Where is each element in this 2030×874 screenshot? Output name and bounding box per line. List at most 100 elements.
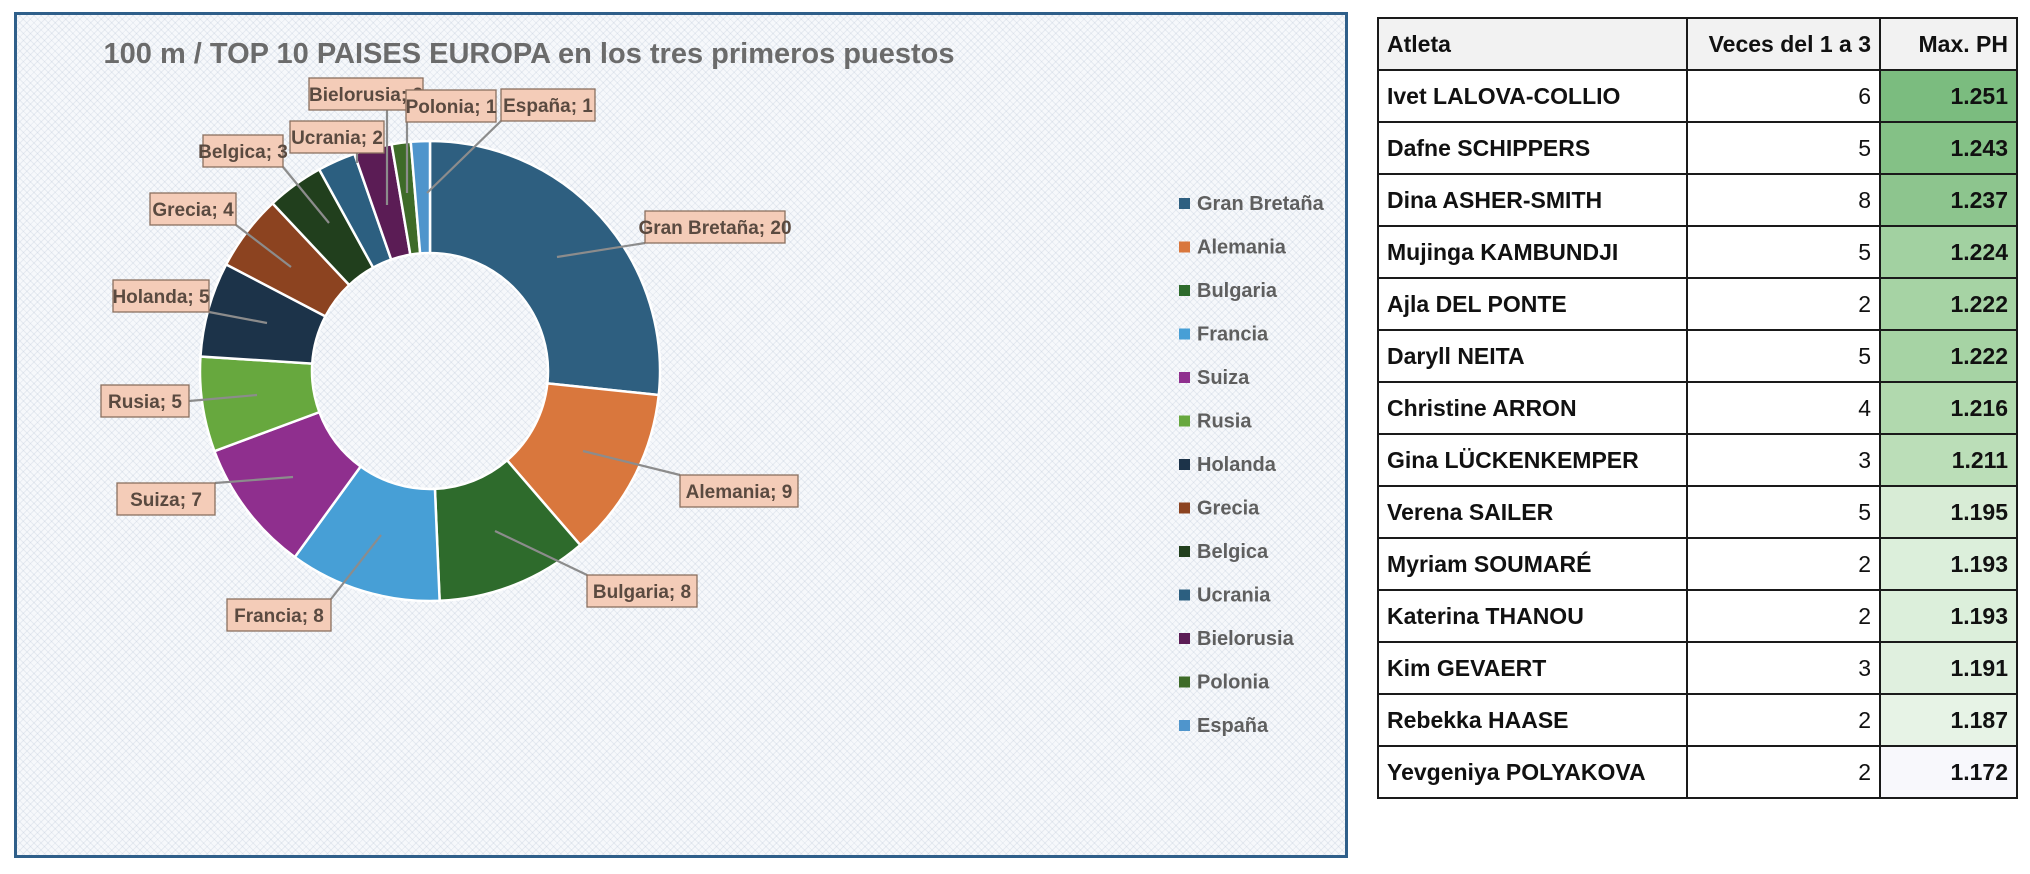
table-row: Rebekka HAASE 2 1.187 [1377, 693, 2018, 747]
slice-gran-bretana [428, 139, 662, 397]
times-top3: 2 [1686, 589, 1881, 643]
data-label-box-alemania [679, 474, 799, 508]
legend-item-holanda: Holanda [1197, 454, 1277, 476]
legend-item-suiza: Suiza [1197, 367, 1250, 389]
legend-swatch-rusia [1179, 415, 1190, 427]
max-ph: 1.195 [1879, 485, 2018, 539]
leader-line-belgica [282, 166, 330, 224]
header-max-ph: Max. PH [1879, 17, 2018, 71]
legend-swatch-suiza [1179, 372, 1190, 383]
athlete-name: Dafne SCHIPPERS [1377, 121, 1688, 175]
data-label-box-gran-bretana [644, 210, 786, 244]
max-ph: 1.222 [1879, 277, 2018, 331]
max-ph: 1.216 [1879, 381, 2018, 435]
data-label-box-rusia [100, 384, 190, 418]
data-label-bulgaria: Bulgaria; 8 [593, 582, 691, 603]
data-label-espana: España; 1 [503, 96, 593, 117]
legend-item-bulgaria: Bulgaria [1197, 280, 1278, 302]
data-label-suiza: Suiza; 7 [130, 490, 202, 511]
max-ph: 1.222 [1879, 329, 2018, 383]
table-row: Dina ASHER-SMITH 8 1.237 [1377, 173, 2018, 227]
legend-item-francia: Francia [1197, 324, 1269, 346]
max-ph: 1.251 [1879, 69, 2018, 123]
data-label-box-suiza [116, 482, 216, 516]
athlete-name: Yevgeniya POLYAKOVA [1377, 745, 1688, 799]
data-label-box-polonia [405, 89, 497, 123]
header-athlete: Atleta [1377, 17, 1688, 71]
leader-line-francia [330, 534, 382, 600]
legend-swatch-grecia [1179, 502, 1190, 514]
table-row: Christine ARRON 4 1.216 [1377, 381, 2018, 435]
max-ph: 1.224 [1879, 225, 2018, 279]
table-row: Dafne SCHIPPERS 5 1.243 [1377, 121, 2018, 175]
times-top3: 3 [1686, 433, 1881, 487]
table-row: Verena SAILER 5 1.195 [1377, 485, 2018, 539]
data-label-gran-bretana: Gran Bretaña; 20 [638, 218, 791, 239]
table-row: Myriam SOUMARÉ 2 1.193 [1377, 537, 2018, 591]
table-row: Gina LÜCKENKEMPER 3 1.211 [1377, 433, 2018, 487]
data-label-francia: Francia; 8 [234, 606, 324, 627]
data-label-box-grecia [149, 192, 237, 226]
legend-swatch-polonia [1179, 676, 1190, 688]
leader-line-rusia [188, 393, 258, 403]
legend-swatch-francia [1179, 328, 1190, 340]
data-label-belgica: Belgica; 3 [198, 142, 288, 163]
legend-item-espana: España [1197, 715, 1269, 737]
legend-item-polonia: Polonia [1197, 672, 1270, 694]
data-label-box-francia [226, 598, 332, 632]
max-ph: 1.237 [1879, 173, 2018, 227]
legend-item-gran-bretana: Gran Bretaña [1197, 193, 1325, 215]
chart-panel: 100 m / TOP 10 PAISES EUROPA en los tres… [14, 12, 1348, 858]
table-row: Daryll NEITA 5 1.222 [1377, 329, 2018, 383]
times-top3: 5 [1686, 225, 1881, 279]
data-label-rusia: Rusia; 5 [108, 392, 182, 413]
table-row: Katerina THANOU 2 1.193 [1377, 589, 2018, 643]
legend-item-belgica: Belgica [1197, 541, 1269, 563]
leader-line-alemania [582, 449, 681, 477]
athlete-name: Katerina THANOU [1377, 589, 1688, 643]
times-top3: 5 [1686, 329, 1881, 383]
legend-item-grecia: Grecia [1197, 498, 1260, 520]
max-ph: 1.193 [1879, 589, 2018, 643]
times-top3: 3 [1686, 641, 1881, 695]
data-label-box-bielorusia [308, 77, 424, 111]
times-top3: 2 [1686, 537, 1881, 591]
chart-title: 100 m / TOP 10 PAISES EUROPA en los tres… [104, 38, 955, 70]
times-top3: 2 [1686, 277, 1881, 331]
leader-line-suiza [214, 475, 294, 485]
max-ph: 1.193 [1879, 537, 2018, 591]
table-row: Yevgeniya POLYAKOVA 2 1.172 [1377, 745, 2018, 799]
data-label-box-bulgaria [586, 574, 698, 608]
times-top3: 2 [1686, 745, 1881, 799]
data-label-box-ucrania [289, 120, 385, 154]
max-ph: 1.191 [1879, 641, 2018, 695]
legend-swatch-bulgaria [1179, 285, 1190, 296]
legend-swatch-alemania [1179, 241, 1190, 253]
data-label-box-espana [500, 88, 596, 122]
leader-line-bulgaria [494, 530, 588, 576]
athlete-name: Myriam SOUMARÉ [1377, 537, 1688, 591]
athlete-name: Verena SAILER [1377, 485, 1688, 539]
athlete-name: Kim GEVAERT [1377, 641, 1688, 695]
athlete-name: Christine ARRON [1377, 381, 1688, 435]
data-label-ucrania: Ucrania; 2 [291, 128, 383, 149]
data-label-bielorusia: Bielorusia; 2 [309, 85, 423, 106]
legend-item-alemania: Alemania [1197, 237, 1287, 259]
legend-item-rusia: Rusia [1197, 411, 1252, 433]
athlete-name: Ivet LALOVA-COLLIO [1377, 69, 1688, 123]
legend-swatch-espana [1179, 720, 1190, 731]
athlete-name: Mujinga KAMBUNDJI [1377, 225, 1688, 279]
max-ph: 1.211 [1879, 433, 2018, 487]
times-top3: 8 [1686, 173, 1881, 227]
leader-line-holanda [208, 310, 268, 325]
legend-item-ucrania: Ucrania [1197, 585, 1271, 607]
legend-swatch-bielorusia [1179, 633, 1190, 644]
table-row: Mujinga KAMBUNDJI 5 1.224 [1377, 225, 2018, 279]
header-times-top3: Veces del 1 a 3 [1686, 17, 1881, 71]
leader-line-espana [426, 120, 502, 194]
max-ph: 1.187 [1879, 693, 2018, 747]
times-top3: 5 [1686, 121, 1881, 175]
legend-swatch-holanda [1179, 459, 1190, 470]
slice-espana [409, 139, 432, 255]
max-ph: 1.243 [1879, 121, 2018, 175]
